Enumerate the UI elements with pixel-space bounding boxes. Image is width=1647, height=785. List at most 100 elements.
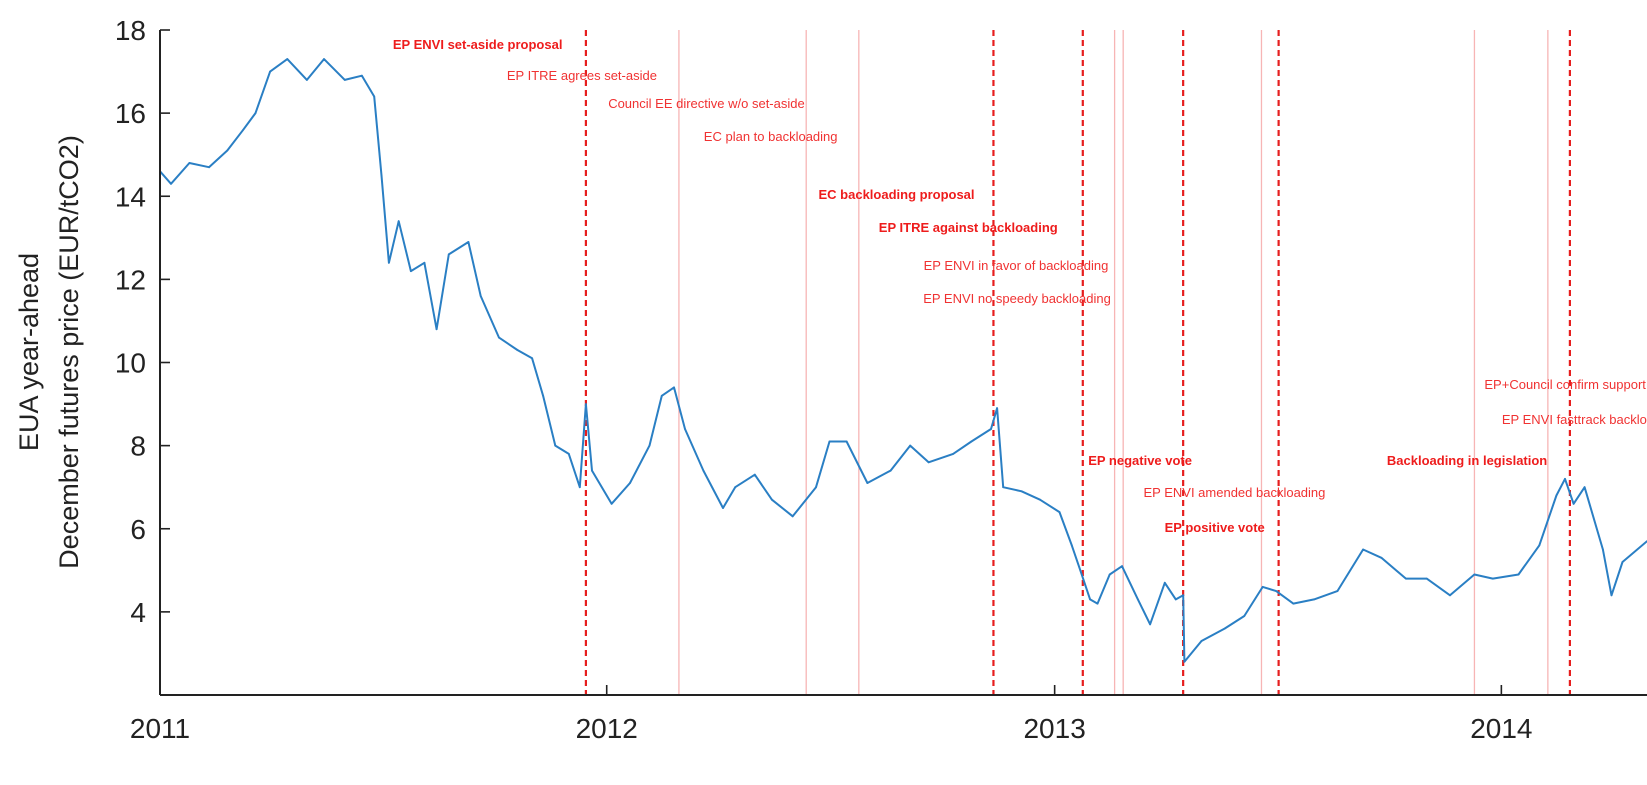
data-point-0-38 bbox=[702, 469, 705, 472]
y-axis-label: EUA year-ahead December futures price (E… bbox=[14, 135, 84, 569]
data-point-0-22 bbox=[479, 295, 482, 297]
data-point-0-19 bbox=[435, 328, 438, 331]
data-point-0-89 bbox=[1564, 478, 1566, 480]
data-point-0-30 bbox=[585, 403, 587, 405]
data-point-0-37 bbox=[684, 428, 686, 430]
data-point-0-3 bbox=[208, 166, 210, 169]
data-point-0-93 bbox=[1610, 594, 1613, 597]
data-point-0-61 bbox=[1089, 598, 1091, 601]
data-point-0-56 bbox=[1020, 490, 1023, 493]
data-point-0-67 bbox=[1163, 581, 1166, 584]
data-point-0-18 bbox=[423, 261, 426, 264]
event-label-7: EP ENVI no speedy backloading bbox=[923, 291, 1111, 306]
data-point-0-79 bbox=[1362, 548, 1364, 551]
data-point-0-46 bbox=[845, 440, 848, 443]
y-tick-label-14: 14 bbox=[115, 181, 146, 212]
data-point-0-71 bbox=[1200, 640, 1203, 642]
event-label-1: EP ITRE agrees set-aside bbox=[507, 68, 657, 83]
data-point-0-6 bbox=[254, 112, 257, 114]
data-point-0-16 bbox=[397, 220, 400, 223]
data-point-0-94 bbox=[1621, 561, 1624, 563]
data-point-0-47 bbox=[866, 482, 869, 484]
data-point-0-52 bbox=[970, 440, 973, 443]
data-point-0-11 bbox=[343, 79, 346, 81]
data-point-0-40 bbox=[734, 486, 737, 489]
event-lines bbox=[584, 30, 1571, 695]
data-point-0-12 bbox=[361, 74, 363, 77]
data-point-0-77 bbox=[1313, 598, 1315, 601]
data-point-0-60 bbox=[1079, 569, 1082, 572]
event-label-9: EP ENVI amended backloading bbox=[1144, 485, 1326, 500]
data-point-0-34 bbox=[648, 444, 651, 447]
y-tick-label-4: 4 bbox=[130, 597, 146, 628]
data-point-0-83 bbox=[1449, 594, 1451, 597]
data-point-0-32 bbox=[610, 502, 613, 505]
x-tick-label-2013: 2013 bbox=[1023, 713, 1085, 744]
y-axis-label-line-1: EUA year-ahead bbox=[14, 253, 44, 451]
data-point-0-87 bbox=[1538, 544, 1541, 547]
data-point-0-21 bbox=[467, 241, 470, 243]
data-point-0-31 bbox=[591, 469, 593, 472]
series-layer bbox=[159, 58, 1647, 663]
data-point-0-91 bbox=[1583, 486, 1586, 489]
data-point-0-28 bbox=[567, 453, 570, 455]
data-point-0-4 bbox=[226, 149, 229, 152]
data-point-0-68 bbox=[1174, 598, 1177, 601]
data-point-0-15 bbox=[388, 261, 390, 264]
y-tick-label-6: 6 bbox=[130, 514, 146, 545]
data-point-0-92 bbox=[1602, 548, 1604, 551]
data-point-0-57 bbox=[1039, 498, 1041, 501]
data-point-0-23 bbox=[498, 336, 500, 339]
data-point-0-45 bbox=[828, 440, 831, 443]
y-tick-label-8: 8 bbox=[130, 431, 146, 462]
data-point-0-35 bbox=[660, 394, 663, 397]
y-tick-label-18: 18 bbox=[115, 15, 146, 46]
data-point-0-64 bbox=[1121, 565, 1123, 568]
data-point-0-8 bbox=[286, 58, 289, 60]
data-point-0-20 bbox=[447, 253, 450, 256]
data-point-0-65 bbox=[1137, 598, 1139, 601]
event-label-10: EP positive vote bbox=[1165, 520, 1265, 535]
data-point-0-63 bbox=[1108, 573, 1111, 576]
event-label-8: EP negative vote bbox=[1088, 453, 1192, 468]
data-point-0-76 bbox=[1292, 602, 1295, 605]
data-point-0-58 bbox=[1058, 511, 1061, 513]
data-point-0-14 bbox=[380, 174, 383, 177]
data-point-0-51 bbox=[952, 453, 954, 455]
data-point-0-36 bbox=[673, 386, 675, 389]
event-label-4: EC backloading proposal bbox=[819, 187, 975, 202]
data-point-0-49 bbox=[909, 444, 912, 447]
data-point-0-2 bbox=[188, 162, 191, 164]
data-point-0-1 bbox=[170, 182, 172, 185]
data-point-0-78 bbox=[1336, 590, 1339, 592]
data-point-0-29 bbox=[578, 486, 581, 489]
series-line-0 bbox=[159, 58, 1647, 663]
data-point-0-85 bbox=[1491, 577, 1494, 580]
data-point-0-73 bbox=[1243, 615, 1246, 617]
data-point-0-41 bbox=[753, 473, 756, 476]
data-point-0-24 bbox=[516, 349, 519, 351]
data-point-0-82 bbox=[1425, 577, 1428, 580]
data-point-0-55 bbox=[1002, 486, 1005, 489]
axes: 4 6 8 10 12 14 16 18 2011 2012 2013 2014 bbox=[115, 15, 1647, 744]
data-point-0-17 bbox=[410, 270, 412, 272]
event-label-6: EP ENVI in favor of backloading bbox=[924, 258, 1109, 273]
data-point-0-39 bbox=[722, 507, 724, 509]
y-tick-label-10: 10 bbox=[115, 348, 146, 379]
event-label-3: EC plan to backloading bbox=[704, 129, 838, 144]
event-label-11: EP+Council confirm support bbox=[1484, 377, 1646, 392]
x-tick-label-2011: 2011 bbox=[130, 713, 190, 744]
data-point-0-43 bbox=[791, 515, 794, 518]
data-point-0-84 bbox=[1473, 573, 1476, 576]
event-label-5: EP ITRE against backloading bbox=[879, 220, 1058, 235]
data-point-0-62 bbox=[1096, 602, 1099, 605]
data-point-0-33 bbox=[629, 482, 631, 484]
data-point-0-59 bbox=[1070, 544, 1073, 547]
data-point-0-88 bbox=[1555, 494, 1558, 497]
y-axis-label-line-2: December futures price (EUR/tCO2) bbox=[54, 135, 84, 569]
data-point-0-66 bbox=[1149, 623, 1151, 626]
data-point-0-53 bbox=[990, 428, 992, 430]
data-point-0-13 bbox=[373, 95, 376, 98]
